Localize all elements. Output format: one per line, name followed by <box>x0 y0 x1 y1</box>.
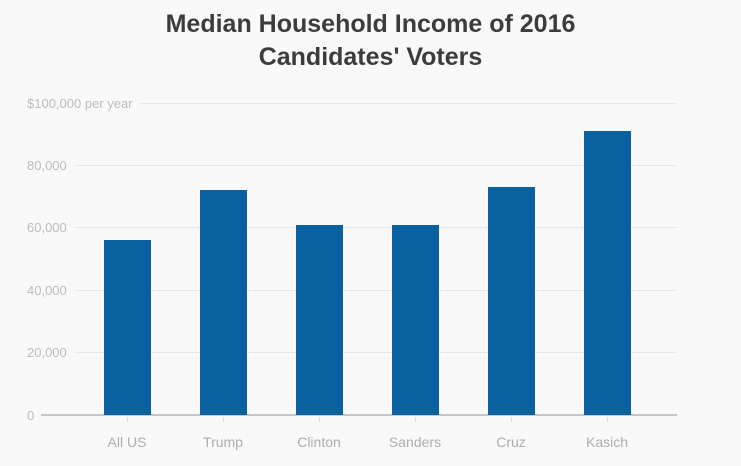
x-tick-clinton <box>319 417 320 422</box>
x-category-label-clinton: Clinton <box>297 434 341 450</box>
chart-title: Median Household Income of 2016 Candidat… <box>165 10 576 71</box>
x-axis-baseline <box>41 414 677 416</box>
gridline-60000 <box>73 227 677 229</box>
bar-all-us <box>103 240 151 415</box>
y-grid-row-40000: 40,000 <box>27 282 677 298</box>
gridline-100000 <box>139 102 677 104</box>
plot-area: 0 20,000 40,000 60,000 80,000 $100,000 per ye… <box>0 8 741 466</box>
x-tick-all-us <box>127 417 128 422</box>
x-category-label-trump: Trump <box>203 434 243 450</box>
y-tick-label-80000: 80,000 <box>27 157 67 173</box>
x-category-label-cruz: Cruz <box>496 434 526 450</box>
bar-sanders <box>391 225 439 415</box>
gridline-40000 <box>73 289 677 291</box>
x-category-label-sanders: Sanders <box>388 434 442 450</box>
gridline-20000 <box>73 352 677 354</box>
x-category-label-kasich: Kasich <box>585 434 629 450</box>
y-tick-label-100000: $100,000 per year <box>27 95 133 111</box>
gridline-80000 <box>73 164 677 166</box>
y-tick-label-20000: 20,000 <box>27 345 67 361</box>
y-tick-label-60000: 60,000 <box>27 220 67 236</box>
y-tick-label-40000: 40,000 <box>27 282 67 298</box>
y-grid-row-0: 0 <box>27 407 677 423</box>
y-grid-row-20000: 20,000 <box>27 345 677 361</box>
y-grid-row-60000: 60,000 <box>27 220 677 236</box>
bar-cruz <box>487 187 535 415</box>
x-category-label-all-us: All US <box>107 434 147 450</box>
y-grid-row-80000: 80,000 <box>27 157 677 173</box>
x-tick-sanders <box>415 417 416 422</box>
bar-trump <box>199 190 247 415</box>
x-tick-cruz <box>511 417 512 422</box>
y-tick-label-0: 0 <box>27 407 35 423</box>
bar-kasich <box>583 131 631 415</box>
y-grid-row-100000: $100,000 per year <box>27 95 677 111</box>
bar-clinton <box>295 225 343 415</box>
x-tick-trump <box>223 417 224 422</box>
x-tick-kasich <box>607 417 608 422</box>
